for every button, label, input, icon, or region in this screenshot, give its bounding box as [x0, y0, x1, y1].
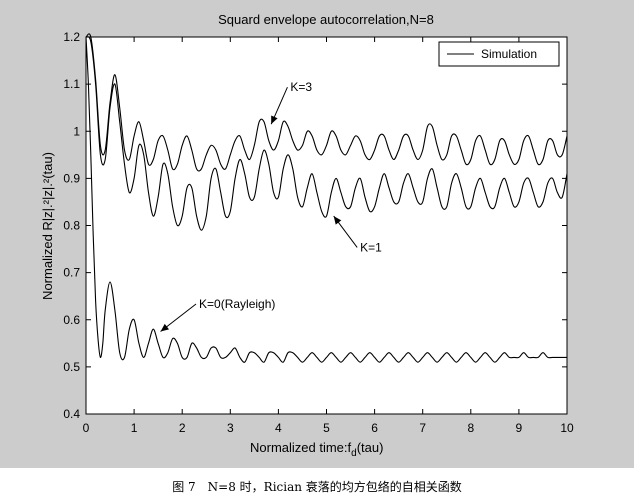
y-tick-label: 1.2 [63, 30, 80, 44]
x-tick-label: 0 [83, 421, 90, 435]
series-line-1 [85, 33, 568, 172]
x-tick-label: 9 [516, 421, 523, 435]
x-tick-label: 4 [275, 421, 282, 435]
x-axis-label-tail: (tau) [357, 440, 384, 455]
x-tick-label: 5 [323, 421, 330, 435]
x-axis-label-main: Normalized time:f [250, 440, 352, 455]
y-tick-label: 0.7 [63, 266, 80, 280]
x-tick-label: 8 [467, 421, 474, 435]
x-axis-label-subscript: d [351, 448, 357, 459]
y-tick-label: 1.1 [63, 77, 80, 91]
annotation-layer: K=3 K=1 K=0(Rayleigh) [160, 80, 382, 332]
y-tick-label: 1 [73, 124, 80, 138]
y-tick-label: 0.6 [63, 313, 80, 327]
y-tick-label: 0.4 [63, 407, 80, 421]
x-tick-label: 7 [419, 421, 426, 435]
annotation-arrow-head-3 [160, 323, 170, 332]
y-tick-label: 0.9 [63, 171, 80, 185]
annotation-arrow-head-1 [271, 115, 278, 125]
series-line-3 [85, 36, 567, 363]
series-line-2 [85, 36, 568, 231]
legend: Simulation [438, 41, 560, 67]
chart: Squard envelope autocorrelation,N=8 0 1 2 3… [40, 12, 574, 459]
ticks-layer: 0 1 2 3 4 5 6 7 8 9 10 0.4 0.5 0.6 0.7 0.8 0.9 1 1.1 1.2 [63, 30, 574, 435]
chart-title: Squard envelope autocorrelation,N=8 [218, 12, 434, 27]
x-tick-label: 3 [227, 421, 234, 435]
plot-area [86, 37, 567, 414]
y-axis-label: Normalized R|z|.²|z|.²(tau) [40, 152, 55, 300]
x-axis-label: Normalized time:fd(tau) [250, 440, 383, 459]
annotation-label-1: K=3 [290, 80, 312, 94]
figure-caption: 图 7 N=8 时，Rician 衰落的均方包络的自相关函数 [172, 480, 462, 494]
series-layer [85, 33, 568, 363]
x-tick-label: 6 [371, 421, 378, 435]
annotation-label-3: K=0(Rayleigh) [199, 297, 275, 311]
annotation-arrow-head-2 [333, 216, 342, 225]
y-tick-label: 0.8 [63, 219, 80, 233]
x-tick-label: 1 [131, 421, 138, 435]
legend-label-simulation: Simulation [481, 47, 537, 61]
figure-panel: Squard envelope autocorrelation,N=8 0 1 2 3… [0, 0, 634, 468]
y-tick-label: 0.5 [63, 360, 80, 374]
x-tick-label: 2 [179, 421, 186, 435]
x-tick-label: 10 [560, 421, 574, 435]
annotation-label-2: K=1 [360, 240, 382, 254]
